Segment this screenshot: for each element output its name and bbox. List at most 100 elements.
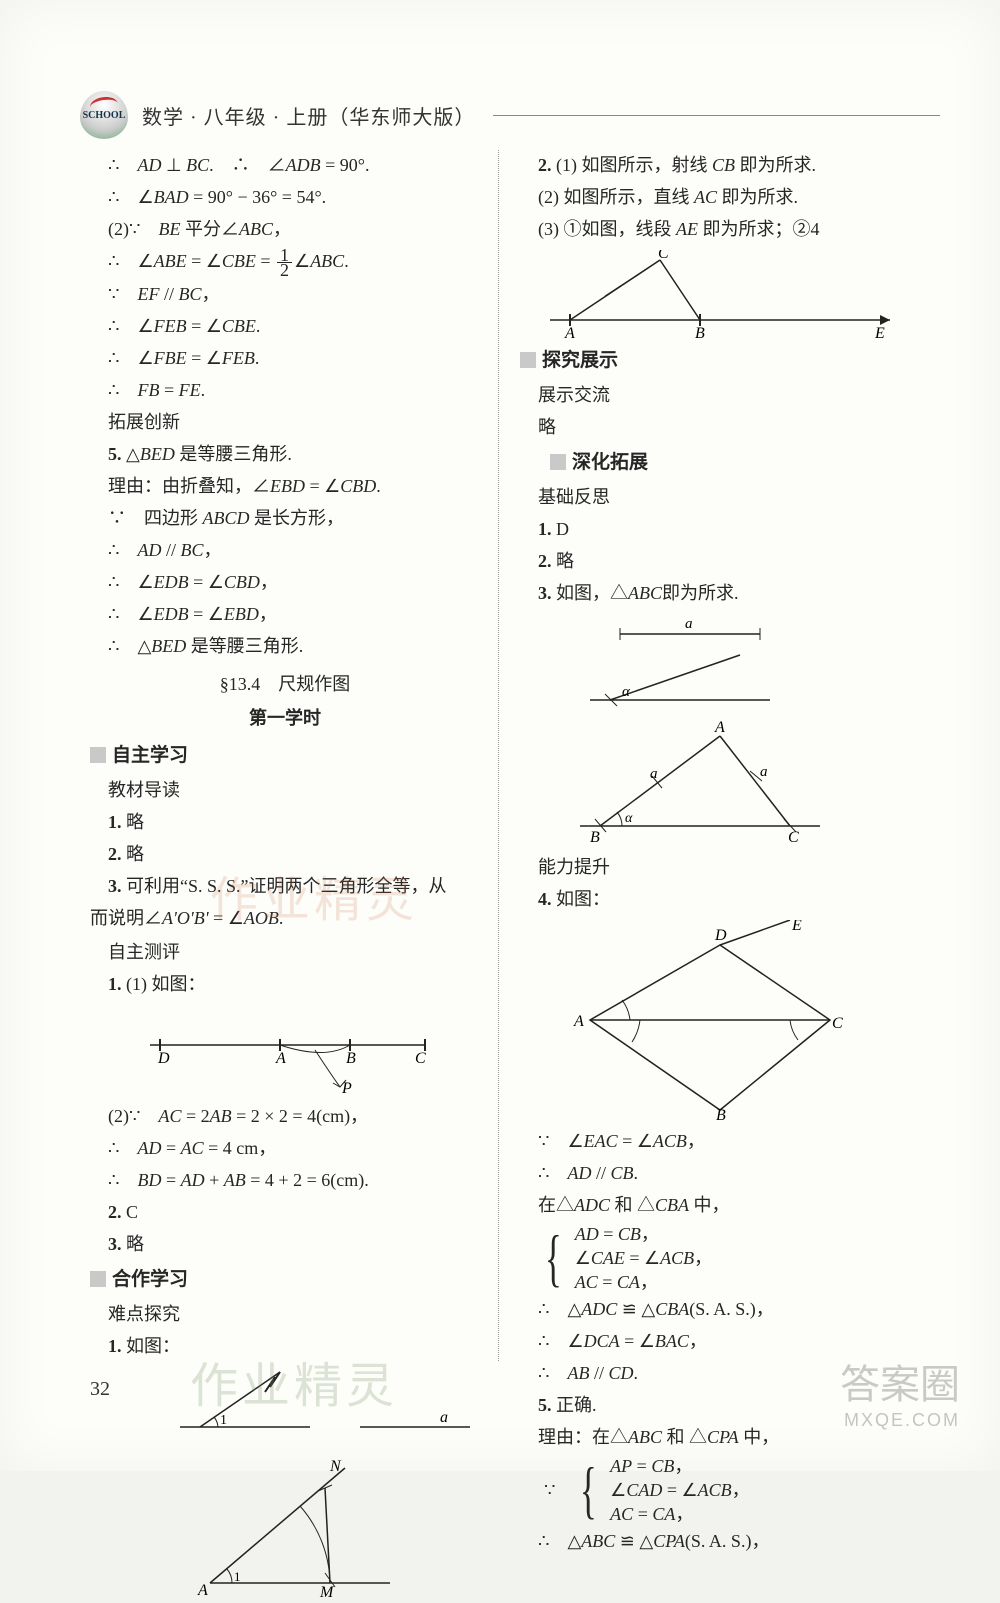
square-bullet-icon — [90, 747, 106, 763]
text-line: ∴ ∠DCA = ∠BAC， — [520, 1326, 920, 1356]
subhead: 基础反思 — [520, 482, 920, 512]
diagram-angle-a: 1 a — [170, 1367, 480, 1447]
q4-lines: ∵ ∠EAC = ∠ACB，∴ AD // CB.在△ADC 和 △CBA 中， — [520, 1126, 920, 1220]
text-line: ∴ ∠ABE = ∠CBE = 12∠ABC. — [90, 246, 480, 277]
school-logo-icon: SCHOOL — [80, 91, 128, 139]
q4-after: ∴ △ADC ≌ △CBA(S. A. S.)，∴ ∠DCA = ∠BAC，∴ … — [520, 1294, 920, 1452]
text-line: ∴ ∠BAD = 90° − 36° = 54°. — [90, 182, 480, 212]
text-line: ∴ AD // BC， — [90, 535, 480, 565]
text-line: 理由：由折叠知，∠EBD = ∠CBD. — [90, 471, 480, 501]
subhead: 能力提升 — [520, 852, 920, 882]
text-line: (2) 如图所示，直线 AC 即为所求. — [520, 182, 920, 212]
text-line: 在△ADC 和 △CBA 中， — [520, 1190, 920, 1220]
section-zizhu-label: 自主学习 — [112, 745, 188, 766]
svg-text:E: E — [791, 920, 802, 934]
text: 略 — [520, 412, 920, 442]
svg-text:a: a — [440, 1409, 448, 1426]
q1-part2: (2)∵ AC = 2AB = 2 × 2 = 4(cm)，∴ AD = AC … — [90, 1101, 480, 1259]
left-column: ∴ AD ⊥ BC. ∴ ∠ADB = 90°.∴ ∠BAD = 90° − 3… — [90, 150, 480, 1361]
page-header: SCHOOL 数学 · 八年级 · 上册（华东师大版） — [80, 90, 940, 140]
svg-text:1: 1 — [234, 1569, 241, 1584]
svg-text:E: E — [874, 325, 885, 340]
page-number: 32 — [90, 1378, 110, 1401]
page: SCHOOL 数学 · 八年级 · 上册（华东师大版） ∴ AD ⊥ BC. ∴… — [0, 0, 1000, 1471]
shenhua-lines: 1. D2. 略3. 如图，△ABC即为所求. — [520, 514, 920, 608]
text-line: ∴ AD // CB. — [520, 1158, 920, 1188]
svg-text:D: D — [157, 1050, 170, 1067]
svg-text:B: B — [346, 1050, 356, 1067]
text-line: 2. 略 — [90, 839, 480, 869]
text-line: ∴ AB // CD. — [520, 1358, 920, 1388]
chapter-title: §13.4 尺规作图 — [90, 669, 480, 699]
diagram-line-dabc: D A B C P — [130, 1005, 480, 1095]
page-title: 数学 · 八年级 · 上册（华东师大版） — [142, 101, 475, 130]
text-line: 5. △BED 是等腰三角形. — [90, 439, 480, 469]
q5-brace: ∵ { AP = CB，∠CAD = ∠ACB，AC = CA， — [520, 1454, 920, 1526]
text-line: 1. 略 — [90, 807, 480, 837]
svg-text:α: α — [625, 811, 633, 826]
svg-text:C: C — [415, 1050, 426, 1067]
text-line: ∴ FB = FE. — [90, 375, 480, 405]
section-shenhua-label: 深化拓展 — [572, 452, 648, 473]
zizhu-cont: 而说明∠A'O'B' = ∠AOB. — [90, 903, 480, 933]
left-lines: ∴ AD ⊥ BC. ∴ ∠ADB = 90°.∴ ∠BAD = 90° − 3… — [90, 150, 480, 661]
svg-text:a: a — [685, 616, 693, 632]
brace-row: AC = CA， — [600, 1502, 749, 1526]
subhead: 难点探究 — [90, 1299, 480, 1329]
text-line: 1. D — [520, 514, 920, 544]
brace-row: ∠CAE = ∠ACB， — [565, 1246, 712, 1270]
zizhu-lines: 1. 略2. 略3. 可利用“S. S. S.”证明两个三角形全等，从 — [90, 807, 480, 901]
text-line: ∴ AD ⊥ BC. ∴ ∠ADB = 90°. — [90, 150, 480, 180]
text-line: ∴ △BED 是等腰三角形. — [90, 631, 480, 661]
section-hezuo-label: 合作学习 — [112, 1269, 188, 1290]
square-bullet-icon — [90, 1271, 106, 1287]
svg-text:C: C — [832, 1015, 843, 1032]
svg-text:A: A — [573, 1013, 584, 1030]
svg-text:C: C — [658, 250, 669, 262]
text-line: ∴ ∠FBE = ∠FEB. — [90, 343, 480, 373]
svg-text:α: α — [622, 684, 631, 700]
text-line: (2)∵ BE 平分∠ABC， — [90, 214, 480, 244]
svg-text:A: A — [564, 325, 575, 340]
text-line: ∵ EF // BC， — [90, 279, 480, 309]
q4-label: 4. 如图： — [520, 884, 920, 914]
right-column: 2. (1) 如图所示，射线 CB 即为所求.(2) 如图所示，直线 AC 即为… — [520, 150, 920, 1361]
logo-text: SCHOOL — [83, 110, 126, 121]
text-line: (2)∵ AC = 2AB = 2 × 2 = 4(cm)， — [90, 1101, 480, 1131]
section-tanjiu: 探究展示 — [520, 346, 920, 376]
section-shenhua: 深化拓展 — [550, 448, 920, 478]
text-line: ∴ BD = AD + AB = 4 + 2 = 6(cm). — [90, 1165, 480, 1195]
right-top-lines: 2. (1) 如图所示，射线 CB 即为所求.(2) 如图所示，直线 AC 即为… — [520, 150, 920, 244]
diagram-triangle-abc: α a a A B C — [570, 716, 920, 846]
text-line: ∴ ∠EDB = ∠EBD， — [90, 599, 480, 629]
brace-row: AC = CA， — [565, 1270, 712, 1294]
subchapter-title: 第一学时 — [90, 703, 480, 733]
text-line: 2. C — [90, 1197, 480, 1227]
text-line: 理由：在△ABC 和 △CPA 中， — [520, 1422, 920, 1452]
text-line: ∵ 四边形 ABCD 是长方形， — [90, 503, 480, 533]
svg-text:N: N — [329, 1458, 342, 1475]
text-line: ∴ ∠EDB = ∠CBD， — [90, 567, 480, 597]
subhead: 自主测评 — [90, 937, 480, 967]
brace-row: AP = CB， — [600, 1454, 749, 1478]
svg-text:B: B — [590, 829, 600, 846]
subhead: 展示交流 — [520, 380, 920, 410]
text-line: ∵ ∠EAC = ∠ACB， — [520, 1126, 920, 1156]
svg-text:a: a — [650, 766, 658, 782]
svg-text:P: P — [341, 1080, 352, 1095]
text-line: 3. 可利用“S. S. S.”证明两个三角形全等，从 — [90, 871, 480, 901]
brace-row: AD = CB， — [565, 1222, 712, 1246]
svg-text:A: A — [714, 719, 725, 736]
square-bullet-icon — [520, 352, 536, 368]
text-line: ∴ AD = AC = 4 cm， — [90, 1133, 480, 1163]
hezuo-q: 1. 如图： — [90, 1331, 480, 1361]
svg-text:1: 1 — [220, 1413, 227, 1428]
text-line: 5. 正确. — [520, 1390, 920, 1420]
q4-brace: { AD = CB，∠CAE = ∠ACB，AC = CA， — [520, 1222, 920, 1294]
text-line: 3. 略 — [90, 1229, 480, 1259]
q1-label: 1. (1) 如图： — [90, 969, 480, 999]
column-divider — [498, 150, 499, 1361]
diagram-angle-alpha: α — [580, 650, 920, 710]
text-line: ∴ ∠FEB = ∠CBE. — [90, 311, 480, 341]
diagram-segment-a: a — [610, 614, 920, 644]
